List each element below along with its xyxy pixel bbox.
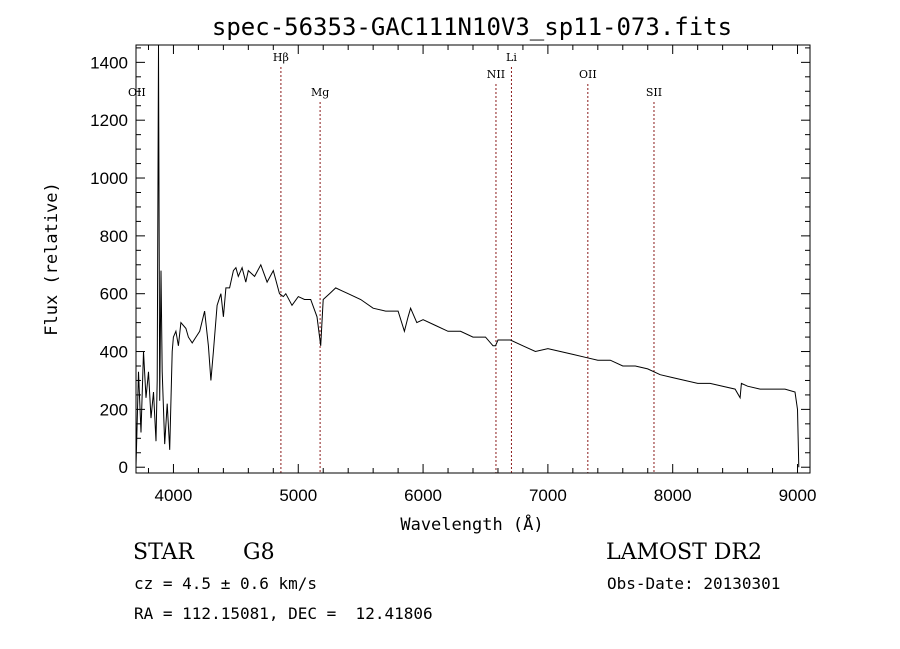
x-tick-label: 6000 [404, 486, 442, 505]
coordinates: RA = 112.15081, DEC = 12.41806 [134, 604, 433, 623]
y-tick-label: 200 [100, 400, 128, 419]
line-marker-label: SII [646, 86, 662, 99]
obs-date: Obs-Date: 20130301 [607, 574, 781, 593]
x-tick-label: 9000 [779, 486, 817, 505]
chart-title: spec-56353-GAC111N10V3_sp11-073.fits [212, 13, 732, 41]
line-marker-label: OII [579, 68, 597, 81]
line-marker-label: Hβ [273, 51, 289, 64]
y-tick-label: 600 [100, 285, 128, 304]
x-tick-label: 5000 [279, 486, 317, 505]
y-tick-label: 0 [119, 458, 128, 477]
y-tick-label: 400 [100, 343, 128, 362]
line-marker-label: OII [128, 86, 146, 99]
line-marker-label: Li [506, 51, 517, 64]
x-tick-label: 8000 [654, 486, 692, 505]
y-tick-label: 1200 [90, 111, 128, 130]
y-tick-label: 800 [100, 227, 128, 246]
x-axis-label: Wavelength (Å) [400, 513, 543, 535]
y-axis-label: Flux (relative) [42, 182, 62, 336]
class-label: STAR [133, 540, 194, 565]
x-tick-label: 4000 [155, 486, 193, 505]
y-tick-label: 1000 [90, 169, 128, 188]
line-marker-label: Mg [311, 86, 329, 99]
plot-frame [135, 44, 811, 474]
line-marker-label: NII [487, 68, 505, 81]
spectrum-line [135, 44, 800, 468]
cz-readout: cz = 4.5 ± 0.6 km/s [134, 574, 318, 593]
y-axis-ticks: 0 200 400 600 800 1000 1200 1400 [90, 47, 810, 477]
survey-label: LAMOST DR2 [606, 540, 762, 565]
y-tick-label: 1400 [90, 53, 128, 72]
x-tick-label: 7000 [529, 486, 567, 505]
subclass-label: G8 [243, 540, 275, 565]
x-axis-ticks: 4000 5000 6000 7000 8000 9000 [147, 45, 817, 505]
